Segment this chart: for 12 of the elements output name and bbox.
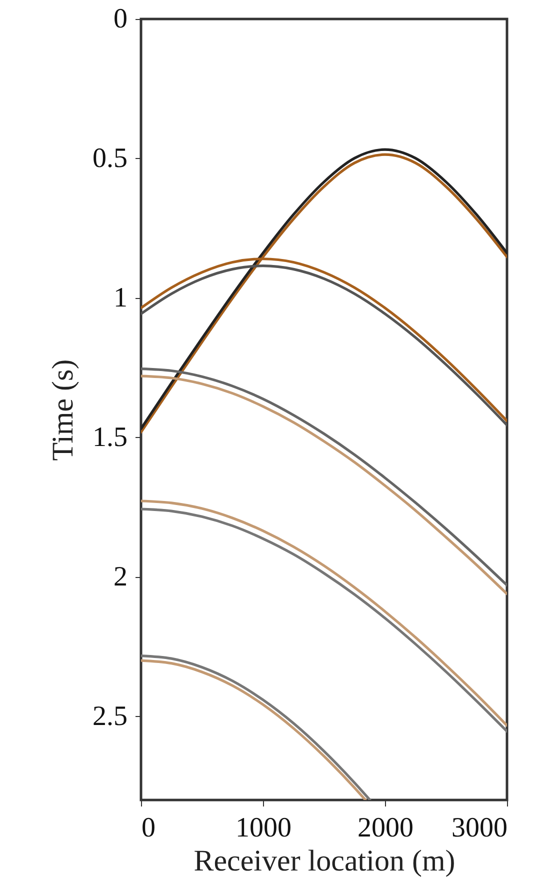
x-tick-label: 3000	[452, 812, 508, 844]
y-axis-title: Time (s)	[46, 359, 80, 461]
y-tick-label: 2	[114, 561, 128, 592]
x-tick-label: 0	[142, 812, 156, 844]
x-tick-label: 2000	[358, 812, 414, 844]
y-tick-label: 2.5	[92, 700, 128, 732]
x-tick-label: 1000	[236, 812, 292, 844]
y-tick-label: 1.5	[92, 422, 128, 453]
y-tick-label: 0.5	[92, 142, 128, 174]
x-axis-title: Receiver location (m)	[194, 844, 456, 878]
y-tick-label: 1	[114, 282, 128, 314]
y-tick-label: 0	[114, 4, 128, 34]
